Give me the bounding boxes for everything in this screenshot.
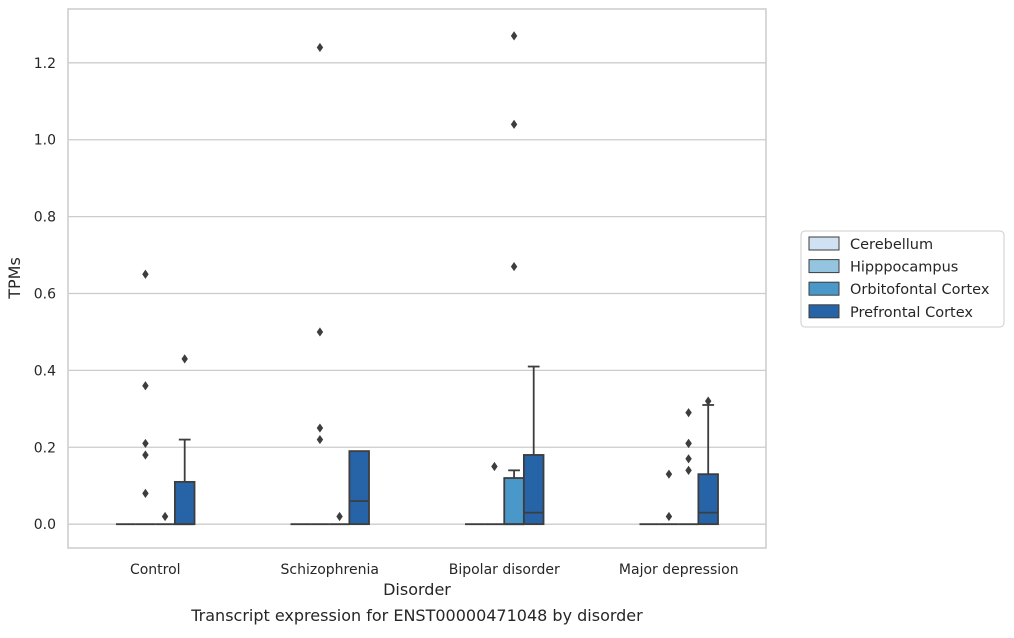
y-axis-ticks: 0.0 0.2 0.4 0.6 0.8 1.0 1.2	[34, 56, 56, 533]
boxes	[115, 365, 719, 526]
outlier-point	[665, 469, 673, 479]
legend-label: Orbitofontal Cortex	[850, 282, 990, 298]
y-tick-label: 0.2	[34, 440, 56, 456]
box-body	[522, 454, 545, 526]
legend-frame	[800, 230, 1005, 328]
box-2-3	[522, 365, 545, 526]
box-body	[348, 450, 370, 526]
outlier-point	[142, 269, 149, 279]
legend-label: Cerebellum	[850, 237, 933, 253]
box-2-2	[503, 469, 525, 526]
legend-items: Cerebellum Hipppocampus Orbitofontal Corte…	[808, 236, 990, 321]
outlier-point	[316, 423, 324, 433]
outlier-point	[685, 408, 692, 418]
outlier-point	[181, 354, 188, 364]
x-tick-label: Bipolar disorder	[449, 562, 560, 578]
x-axis-label: Disorder	[383, 580, 451, 599]
outlier-point	[316, 327, 324, 337]
outlier-point	[142, 450, 149, 460]
y-tick-label: 0.0	[34, 517, 56, 533]
outlier-point	[142, 438, 149, 449]
legend-swatch	[808, 236, 840, 251]
box-1-3	[348, 450, 370, 526]
legend-swatch	[808, 304, 840, 319]
outlier-point	[161, 511, 169, 522]
outlier-point	[142, 381, 149, 391]
box-body	[697, 473, 719, 526]
legend-swatch	[808, 259, 840, 274]
y-tick-label: 0.4	[34, 363, 56, 379]
outlier-point	[336, 511, 343, 522]
outlier-point	[316, 434, 324, 445]
outlier-point	[685, 438, 692, 449]
outlier-point	[316, 42, 324, 53]
plot-area-frame	[67, 8, 767, 549]
x-tick-label: Schizophrenia	[281, 562, 379, 578]
x-tick-label: Major depression	[619, 562, 739, 578]
outlier-point	[510, 31, 518, 41]
box-body	[173, 480, 196, 526]
y-axis-label: TPMs	[5, 257, 24, 300]
outlier-point	[510, 119, 518, 129]
legend-label: Hipppocampus	[850, 260, 958, 276]
gridlines	[68, 62, 766, 525]
legend: Cerebellum Hipppocampus Orbitofontal Corte…	[800, 230, 1005, 328]
box-body	[503, 477, 525, 526]
legend-swatch	[808, 281, 840, 296]
outlier-point	[704, 396, 712, 406]
outlier-point	[510, 261, 518, 272]
legend-label: Prefrontal Cortex	[850, 305, 973, 321]
x-axis-ticks: Control Schizophrenia Bipolar disorder Majo…	[130, 562, 739, 578]
box-3-3	[697, 404, 719, 526]
outliers	[142, 31, 712, 522]
outlier-point	[685, 465, 692, 475]
outlier-point	[685, 454, 692, 464]
chart-caption: Transcript expression for ENST0000047104…	[191, 606, 643, 625]
outlier-point	[491, 461, 498, 472]
outlier-point	[665, 511, 673, 522]
y-tick-label: 0.8	[34, 210, 56, 226]
box-0-3	[173, 438, 196, 526]
y-tick-label: 1.2	[34, 56, 56, 72]
y-tick-label: 1.0	[34, 133, 56, 149]
outlier-point	[142, 488, 149, 499]
x-tick-label: Control	[130, 562, 181, 578]
y-tick-label: 0.6	[34, 286, 56, 302]
